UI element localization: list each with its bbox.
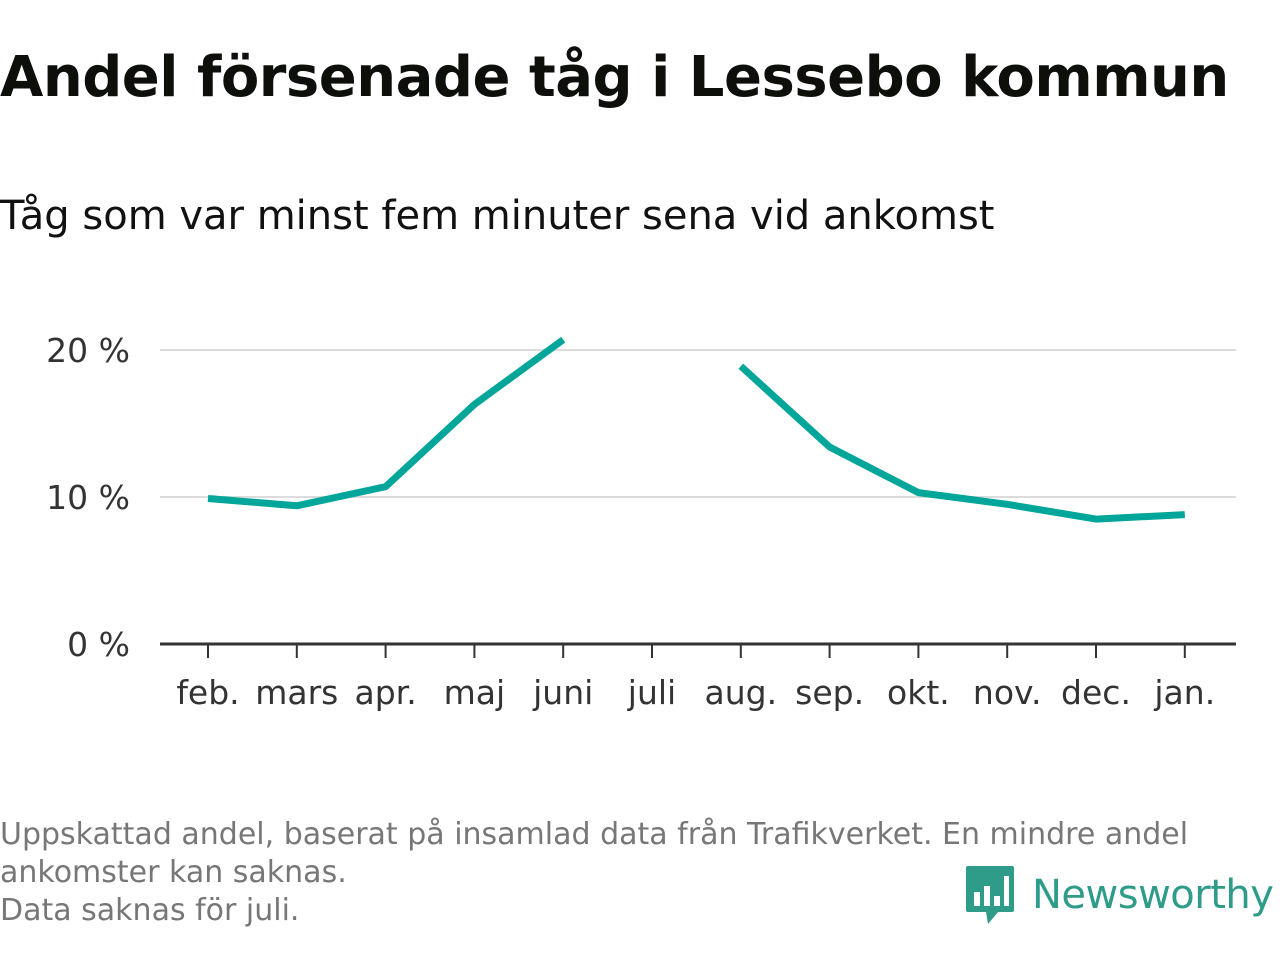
bar-chart-speech-bubble-icon <box>966 866 1014 924</box>
x-tick-label: maj <box>444 673 506 712</box>
footnote: Uppskattad andel, baserat på insamlad da… <box>0 816 1270 930</box>
x-tick-label: juli <box>627 673 676 712</box>
x-tick-label: apr. <box>354 673 416 712</box>
y-tick-label: 10 % <box>46 478 130 517</box>
y-tick-label: 0 % <box>67 625 130 664</box>
footnote-line-3: Data saknas för juli. <box>0 893 300 928</box>
series-lines <box>207 336 1185 523</box>
x-tick-label: jan. <box>1153 673 1215 712</box>
x-tick-label: aug. <box>705 673 778 712</box>
chart-subtitle: Tåg som var minst fem minuter sena vid a… <box>0 193 995 239</box>
chart-title: Andel försenade tåg i Lessebo kommun <box>0 45 1229 110</box>
brand-name: Newsworthy <box>1032 872 1274 918</box>
brand-logo: Newsworthy <box>964 864 1274 926</box>
x-axis-ticks: feb. mars apr. maj juni juli aug. sep. okt. nov. d… <box>176 644 1215 712</box>
x-tick-label: sep. <box>795 673 864 712</box>
series-line-segment-2 <box>738 363 1185 523</box>
x-tick-label: nov. <box>973 673 1042 712</box>
x-tick-label: dec. <box>1061 673 1131 712</box>
x-tick-label: okt. <box>887 673 950 712</box>
series-line-segment-1 <box>207 336 566 510</box>
y-tick-label: 20 % <box>46 331 130 370</box>
gridlines <box>160 349 1236 498</box>
y-axis-ticks: 0 % 10 % 20 % <box>46 331 130 664</box>
x-tick-label: feb. <box>176 673 239 712</box>
footnote-line-2: ankomster kan saknas. <box>0 855 347 890</box>
x-tick-label: juni <box>532 673 593 712</box>
x-tick-label: mars <box>255 673 338 712</box>
line-chart: 0 % 10 % 20 % feb. mars apr. maj juni juli aug. s… <box>46 331 1236 712</box>
footnote-line-1: Uppskattad andel, baserat på insamlad da… <box>0 817 1189 852</box>
